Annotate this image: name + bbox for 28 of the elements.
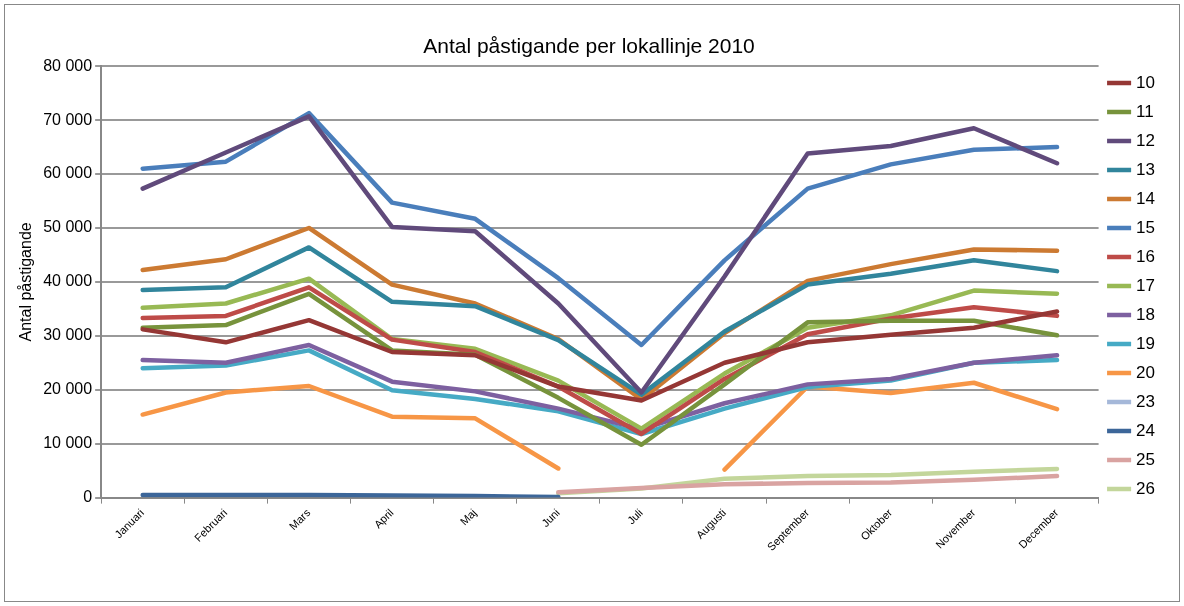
y-tick-label: 30 000 bbox=[43, 326, 93, 344]
y-tick-label: 10 000 bbox=[43, 434, 93, 452]
legend-label: 24 bbox=[1136, 420, 1156, 440]
chart-title: Antal påstigande per lokallinje 2010 bbox=[423, 34, 755, 58]
x-tick-label: Maj bbox=[457, 506, 479, 528]
legend-label: 15 bbox=[1136, 217, 1156, 237]
y-tick-label: 70 000 bbox=[43, 110, 93, 128]
legend-label: 23 bbox=[1136, 391, 1156, 411]
y-tick-label: 80 000 bbox=[43, 56, 93, 74]
y-tick-label: 0 bbox=[83, 488, 93, 506]
legend-label: 18 bbox=[1136, 304, 1156, 324]
legend-label: 10 bbox=[1136, 72, 1156, 92]
legend-label: 11 bbox=[1136, 101, 1154, 121]
legend-label: 20 bbox=[1136, 362, 1156, 382]
legend-label: 16 bbox=[1136, 246, 1156, 266]
legend-label: 26 bbox=[1136, 478, 1156, 498]
legend-label: 13 bbox=[1136, 159, 1156, 179]
y-tick-label: 20 000 bbox=[43, 380, 93, 398]
legend-label: 17 bbox=[1136, 275, 1156, 295]
legend-label: 12 bbox=[1136, 130, 1156, 150]
y-tick-label: 60 000 bbox=[43, 164, 93, 182]
y-axis-title: Antal påstigande bbox=[17, 222, 35, 342]
x-tick-label: Juli bbox=[624, 506, 645, 527]
legend-label: 25 bbox=[1136, 449, 1156, 469]
legend-label: 14 bbox=[1136, 188, 1156, 208]
y-tick-label: 50 000 bbox=[43, 218, 93, 236]
y-tick-label: 40 000 bbox=[43, 272, 93, 290]
legend-label: 19 bbox=[1136, 333, 1156, 353]
